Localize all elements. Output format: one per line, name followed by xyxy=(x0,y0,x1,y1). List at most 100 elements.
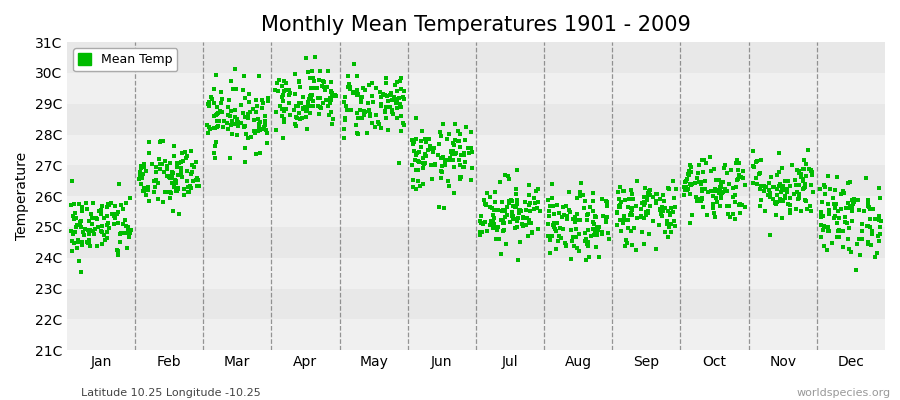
Point xyxy=(100,204,114,210)
Point xyxy=(786,162,800,168)
Point xyxy=(435,169,449,175)
Point xyxy=(677,184,691,190)
Point xyxy=(703,168,717,174)
Point xyxy=(816,213,831,219)
Point xyxy=(305,92,320,98)
Point xyxy=(629,247,643,253)
Point xyxy=(716,189,730,195)
Point xyxy=(337,99,351,105)
Point xyxy=(293,100,308,106)
Point xyxy=(414,144,428,150)
Point xyxy=(780,200,795,207)
Point xyxy=(679,178,693,184)
Point xyxy=(238,95,252,102)
Point xyxy=(390,115,404,121)
Point xyxy=(729,176,743,183)
Point xyxy=(564,238,579,244)
Point xyxy=(447,190,462,196)
Point xyxy=(132,176,147,183)
Bar xyxy=(67,227,885,258)
Point xyxy=(228,107,242,113)
Point xyxy=(169,164,184,170)
Point xyxy=(340,73,355,80)
Point xyxy=(357,109,372,115)
Point xyxy=(84,211,98,218)
Point xyxy=(511,214,526,221)
Point xyxy=(110,247,124,253)
Point xyxy=(192,183,206,189)
Point xyxy=(871,232,886,239)
Point xyxy=(680,176,694,182)
Point xyxy=(572,189,587,195)
Point xyxy=(546,211,561,217)
Point xyxy=(636,200,651,206)
Point xyxy=(303,92,318,99)
Point xyxy=(582,204,597,210)
Point xyxy=(522,217,536,223)
Point xyxy=(303,109,318,116)
Point xyxy=(763,190,778,196)
Point xyxy=(139,192,153,198)
Point xyxy=(656,208,670,215)
Point xyxy=(150,196,165,202)
Point xyxy=(612,203,626,210)
Point xyxy=(341,83,356,89)
Point xyxy=(311,95,326,101)
Point xyxy=(459,124,473,130)
Point xyxy=(600,230,615,236)
Point xyxy=(464,177,478,183)
Point xyxy=(873,231,887,238)
Point xyxy=(432,141,446,148)
Point xyxy=(362,107,376,114)
Point xyxy=(273,103,287,110)
Point xyxy=(390,104,404,111)
Point xyxy=(729,184,743,191)
Point xyxy=(634,200,649,206)
Point xyxy=(321,68,336,75)
Point xyxy=(864,242,878,248)
Point xyxy=(230,117,245,124)
Point xyxy=(189,177,203,184)
Point xyxy=(494,251,508,258)
Point xyxy=(214,100,229,106)
Point xyxy=(559,242,573,248)
Point xyxy=(374,94,389,100)
Point xyxy=(590,228,604,234)
Point xyxy=(683,162,698,168)
Point xyxy=(524,219,538,226)
Point xyxy=(233,119,248,126)
Point xyxy=(185,178,200,184)
Point xyxy=(410,150,424,156)
Point xyxy=(253,127,267,133)
Point xyxy=(67,200,81,207)
Point xyxy=(220,104,235,110)
Point xyxy=(118,230,132,236)
Point xyxy=(712,176,726,183)
Point xyxy=(457,164,472,170)
Point xyxy=(378,103,392,110)
Point xyxy=(100,213,114,219)
Point xyxy=(573,217,588,223)
Point xyxy=(622,195,636,202)
Point xyxy=(82,240,96,246)
Point xyxy=(393,75,408,82)
Point xyxy=(95,203,110,210)
Point xyxy=(520,215,535,221)
Point xyxy=(416,160,430,166)
Point xyxy=(276,108,291,114)
Point xyxy=(614,227,628,234)
Point xyxy=(301,69,315,75)
Point xyxy=(256,124,271,130)
Point xyxy=(664,221,679,227)
Point xyxy=(495,199,509,205)
Point xyxy=(381,98,395,104)
Point xyxy=(779,186,794,193)
Point xyxy=(148,177,163,184)
Point xyxy=(708,195,723,201)
Point xyxy=(405,136,419,143)
Point xyxy=(576,192,590,198)
Point xyxy=(751,158,765,164)
Point xyxy=(323,97,338,104)
Point xyxy=(304,96,319,102)
Point xyxy=(480,190,494,196)
